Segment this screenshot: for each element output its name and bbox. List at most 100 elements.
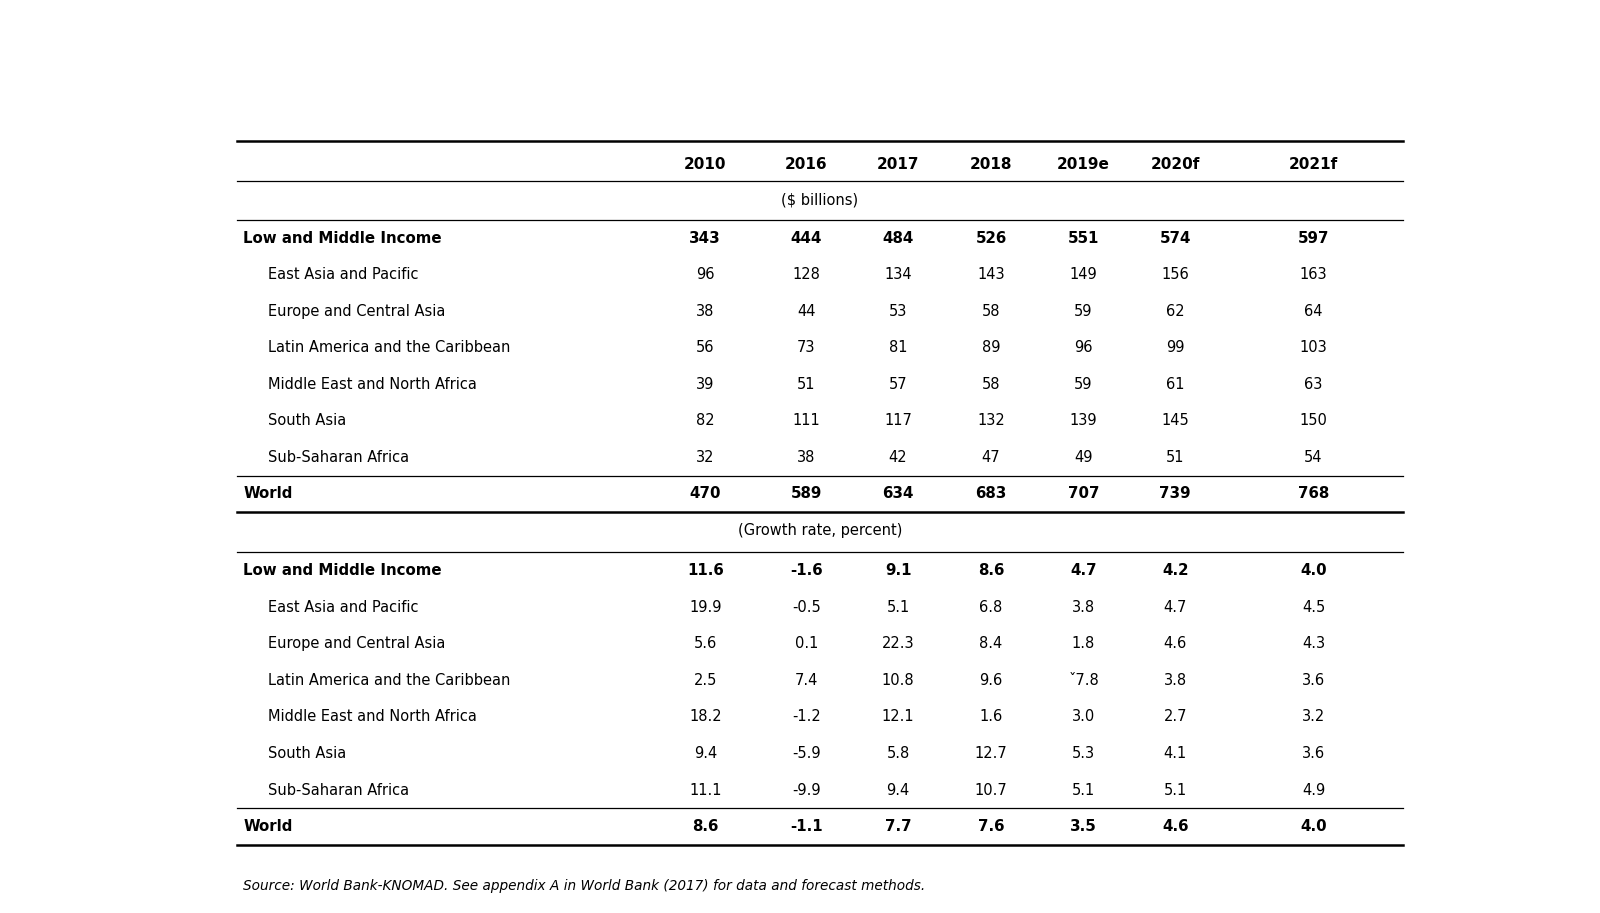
Text: 444: 444 bbox=[790, 231, 822, 246]
Text: 22.3: 22.3 bbox=[882, 636, 915, 651]
Text: 57: 57 bbox=[890, 377, 907, 392]
Text: 132: 132 bbox=[978, 414, 1005, 428]
Text: 470: 470 bbox=[690, 487, 722, 501]
Text: 59: 59 bbox=[1074, 377, 1093, 392]
Text: 38: 38 bbox=[696, 304, 715, 319]
Text: 47: 47 bbox=[982, 450, 1000, 465]
Text: 9.4: 9.4 bbox=[886, 782, 910, 798]
Text: 4.5: 4.5 bbox=[1302, 600, 1325, 614]
Text: Source: World Bank-KNOMAD. See appendix A in World Bank (2017) for data and fore: Source: World Bank-KNOMAD. See appendix … bbox=[243, 878, 926, 893]
Text: Middle East and North Africa: Middle East and North Africa bbox=[269, 377, 477, 392]
Text: 59: 59 bbox=[1074, 304, 1093, 319]
Text: 2017: 2017 bbox=[877, 157, 920, 173]
Text: East Asia and Pacific: East Asia and Pacific bbox=[269, 268, 419, 282]
Text: Sub-Saharan Africa: Sub-Saharan Africa bbox=[269, 450, 410, 465]
Text: 4.9: 4.9 bbox=[1302, 782, 1325, 798]
Text: 4.7: 4.7 bbox=[1070, 563, 1098, 578]
Text: 111: 111 bbox=[792, 414, 821, 428]
Text: Europe and Central Asia: Europe and Central Asia bbox=[269, 636, 445, 651]
Text: 49: 49 bbox=[1074, 450, 1093, 465]
Text: -5.9: -5.9 bbox=[792, 746, 821, 761]
Text: World: World bbox=[243, 487, 293, 501]
Text: 597: 597 bbox=[1298, 231, 1330, 246]
Text: 2010: 2010 bbox=[685, 157, 726, 173]
Text: 58: 58 bbox=[982, 377, 1000, 392]
Text: 739: 739 bbox=[1160, 487, 1190, 501]
Text: 2020f: 2020f bbox=[1150, 157, 1200, 173]
Text: East Asia and Pacific: East Asia and Pacific bbox=[269, 600, 419, 614]
Text: 4.7: 4.7 bbox=[1163, 600, 1187, 614]
Text: 4.0: 4.0 bbox=[1301, 563, 1326, 578]
Text: 143: 143 bbox=[978, 268, 1005, 282]
Text: -1.6: -1.6 bbox=[790, 563, 822, 578]
Text: 0.1: 0.1 bbox=[795, 636, 818, 651]
Text: 3.8: 3.8 bbox=[1163, 673, 1187, 687]
Text: 3.6: 3.6 bbox=[1302, 673, 1325, 687]
Text: 3.6: 3.6 bbox=[1302, 746, 1325, 761]
Text: 5.1: 5.1 bbox=[1072, 782, 1094, 798]
Text: 12.7: 12.7 bbox=[974, 746, 1008, 761]
Text: 551: 551 bbox=[1067, 231, 1099, 246]
Text: 9.1: 9.1 bbox=[885, 563, 912, 578]
Text: 117: 117 bbox=[885, 414, 912, 428]
Text: South Asia: South Asia bbox=[269, 414, 347, 428]
Text: 634: 634 bbox=[882, 487, 914, 501]
Text: 44: 44 bbox=[797, 304, 816, 319]
Text: 5.8: 5.8 bbox=[886, 746, 910, 761]
Text: -1.1: -1.1 bbox=[790, 819, 822, 834]
Text: 42: 42 bbox=[890, 450, 907, 465]
Text: (Growth rate, percent): (Growth rate, percent) bbox=[738, 523, 902, 538]
Text: 2018: 2018 bbox=[970, 157, 1013, 173]
Text: 5.1: 5.1 bbox=[886, 600, 910, 614]
Text: 12.1: 12.1 bbox=[882, 709, 915, 724]
Text: 1.8: 1.8 bbox=[1072, 636, 1094, 651]
Text: 39: 39 bbox=[696, 377, 715, 392]
Text: 11.1: 11.1 bbox=[690, 782, 722, 798]
Text: 7.6: 7.6 bbox=[978, 819, 1005, 834]
Text: Middle East and North Africa: Middle East and North Africa bbox=[269, 709, 477, 724]
Text: 2.5: 2.5 bbox=[694, 673, 717, 687]
Text: 103: 103 bbox=[1299, 341, 1328, 355]
Text: 4.2: 4.2 bbox=[1162, 563, 1189, 578]
Text: -0.5: -0.5 bbox=[792, 600, 821, 614]
Text: 526: 526 bbox=[976, 231, 1006, 246]
Text: 128: 128 bbox=[792, 268, 821, 282]
Text: 9.6: 9.6 bbox=[979, 673, 1003, 687]
Text: 38: 38 bbox=[797, 450, 816, 465]
Text: 81: 81 bbox=[890, 341, 907, 355]
Text: 3.8: 3.8 bbox=[1072, 600, 1094, 614]
Text: 589: 589 bbox=[790, 487, 822, 501]
Text: 707: 707 bbox=[1067, 487, 1099, 501]
Text: 484: 484 bbox=[883, 231, 914, 246]
Text: 82: 82 bbox=[696, 414, 715, 428]
Text: 149: 149 bbox=[1070, 268, 1098, 282]
Text: Sub-Saharan Africa: Sub-Saharan Africa bbox=[269, 782, 410, 798]
Text: 145: 145 bbox=[1162, 414, 1189, 428]
Text: 134: 134 bbox=[885, 268, 912, 282]
Text: 7.7: 7.7 bbox=[885, 819, 912, 834]
Text: 99: 99 bbox=[1166, 341, 1184, 355]
Text: 768: 768 bbox=[1298, 487, 1330, 501]
Text: 8.6: 8.6 bbox=[978, 563, 1005, 578]
Text: ˇ7.8: ˇ7.8 bbox=[1069, 673, 1099, 687]
Text: 63: 63 bbox=[1304, 377, 1323, 392]
Text: 18.2: 18.2 bbox=[690, 709, 722, 724]
Text: 73: 73 bbox=[797, 341, 816, 355]
Text: 96: 96 bbox=[696, 268, 715, 282]
Text: 343: 343 bbox=[690, 231, 722, 246]
Text: 163: 163 bbox=[1299, 268, 1328, 282]
Text: 6.8: 6.8 bbox=[979, 600, 1003, 614]
Text: World: World bbox=[243, 819, 293, 834]
Text: 10.7: 10.7 bbox=[974, 782, 1008, 798]
Text: Low and Middle Income: Low and Middle Income bbox=[243, 563, 442, 578]
Text: 32: 32 bbox=[696, 450, 715, 465]
Text: 4.1: 4.1 bbox=[1163, 746, 1187, 761]
Text: -9.9: -9.9 bbox=[792, 782, 821, 798]
Text: 5.3: 5.3 bbox=[1072, 746, 1094, 761]
Text: 51: 51 bbox=[797, 377, 816, 392]
Text: 8.4: 8.4 bbox=[979, 636, 1003, 651]
Text: 9.4: 9.4 bbox=[694, 746, 717, 761]
Text: 3.5: 3.5 bbox=[1070, 819, 1098, 834]
Text: 683: 683 bbox=[976, 487, 1006, 501]
Text: Low and Middle Income: Low and Middle Income bbox=[243, 231, 442, 246]
